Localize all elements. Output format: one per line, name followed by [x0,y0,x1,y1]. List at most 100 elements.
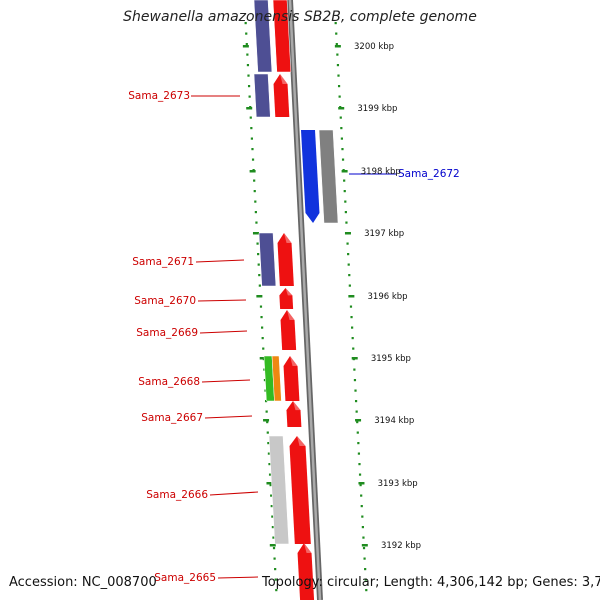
gene-arrow-red-shade [280,74,288,84]
tick-dot-right [337,74,340,77]
tick-dot-left [261,326,264,329]
tick-dot-right [356,421,359,424]
gene-arrow-red [286,401,302,427]
gene-block-purple [253,0,273,73]
tick-dot-right [353,368,356,371]
tick-major-right [338,107,345,110]
tick-dot-right [346,242,349,245]
tick-dot-right [338,95,341,98]
tick-dot-right [354,389,357,392]
gene-features [253,0,339,600]
tick-dot-right [356,431,359,434]
tick-dot-left [270,494,273,497]
gene-label[interactable]: Sama_2668 [138,376,200,388]
tick-dot-right [360,505,363,508]
tick-dot-left [268,473,272,476]
right-tick-marks [334,22,368,592]
tick-dot-left [258,284,261,287]
tick-dot-right [336,53,339,56]
gene-arrow-red-shade [287,310,295,320]
tick-dot-right [358,463,361,466]
tick-major-left [246,107,253,110]
tick-dot-left [271,515,274,518]
tick-dot-left [275,589,278,592]
scale-label: 3200 kbp [354,42,394,52]
tick-major-right [355,419,362,422]
tick-dot-left [266,421,269,424]
tick-dot-right [341,148,344,151]
tick-dot-left [256,242,259,245]
tick-dot-right [335,32,338,35]
tick-dot-left [254,200,257,203]
leader-line [199,330,248,334]
tick-dot-left [245,32,248,35]
tick-dot-left [248,95,251,98]
tick-major-left [269,544,276,547]
gene-label[interactable]: Sama_2672 [398,168,460,180]
tick-dot-right [350,316,353,319]
gene-arrow-red [279,288,294,309]
gene-block-purple [253,73,271,118]
gene-arrow-red-shade [293,401,301,411]
leader-line [195,259,245,263]
tick-major-left [259,357,266,360]
tick-dot-right [362,547,366,550]
tick-major-right [351,357,358,360]
tick-dot-left [255,221,258,224]
gene-label[interactable]: Sama_2670 [134,295,196,307]
tick-dot-left [246,53,249,56]
tick-dot-left [264,400,268,403]
tick-dot-left [272,536,275,539]
tick-dot-right [364,568,367,571]
scale-label: 3197 kbp [364,229,404,239]
tick-dot-left [249,116,252,119]
tick-dot-right [365,589,368,592]
accession-text: Accession: NC_008700 [9,575,157,590]
tick-dot-left [253,179,256,182]
tick-dot-left [263,379,267,382]
scale-label: 3192 kbp [381,541,421,551]
leader-line [209,491,259,496]
gene-block-red [272,0,292,73]
gene-labels[interactable]: Sama_2673 Sama_2672 Sama_2671 Sama_2670 Sama… [128,90,459,584]
gene-arrow-blue [301,130,320,223]
tick-major-left [252,232,259,235]
tick-dot-right [334,22,337,25]
tick-dot-right [361,526,364,529]
scale-label: 3198 kbp [361,167,401,177]
tick-dot-right [341,158,345,161]
tick-dot-left [264,389,267,392]
gene-block-orange [271,355,282,402]
tick-dot-right [361,515,364,518]
gene-label[interactable]: Sama_2667 [141,412,203,424]
tick-dot-right [357,452,361,455]
tick-dot-left [263,368,266,371]
gene-label[interactable]: Sama_2669 [136,327,198,339]
tick-dot-left [274,578,277,581]
tick-dot-left [246,64,250,67]
tick-dot-right [337,85,341,88]
tick-dot-left [250,127,253,130]
gene-label[interactable]: Sama_2666 [146,489,208,501]
tick-dot-right [351,337,354,340]
gene-block-gray [318,129,339,224]
gene-arrow-red [289,436,311,544]
tick-dot-left [257,263,260,266]
tick-dot-right [364,578,367,581]
tick-dot-right [354,400,358,403]
tick-dot-right [353,379,357,382]
tick-dot-left [258,274,261,277]
tick-dot-right [347,253,350,256]
scale-label: 3194 kbp [374,416,414,426]
gene-arrow-red [297,543,315,600]
gene-arrow-red-shade [297,436,306,446]
map-title: Shewanella amazonensis SB2B, complete ge… [123,9,477,25]
tick-dot-left [244,22,247,25]
gene-label[interactable]: Sama_2673 [128,90,190,102]
tick-dot-left [270,505,273,508]
gene-label[interactable]: Sama_2665 [154,572,216,584]
gene-arrow-red [277,233,294,286]
tick-dot-left [267,442,270,445]
gene-label[interactable]: Sama_2671 [132,256,194,268]
